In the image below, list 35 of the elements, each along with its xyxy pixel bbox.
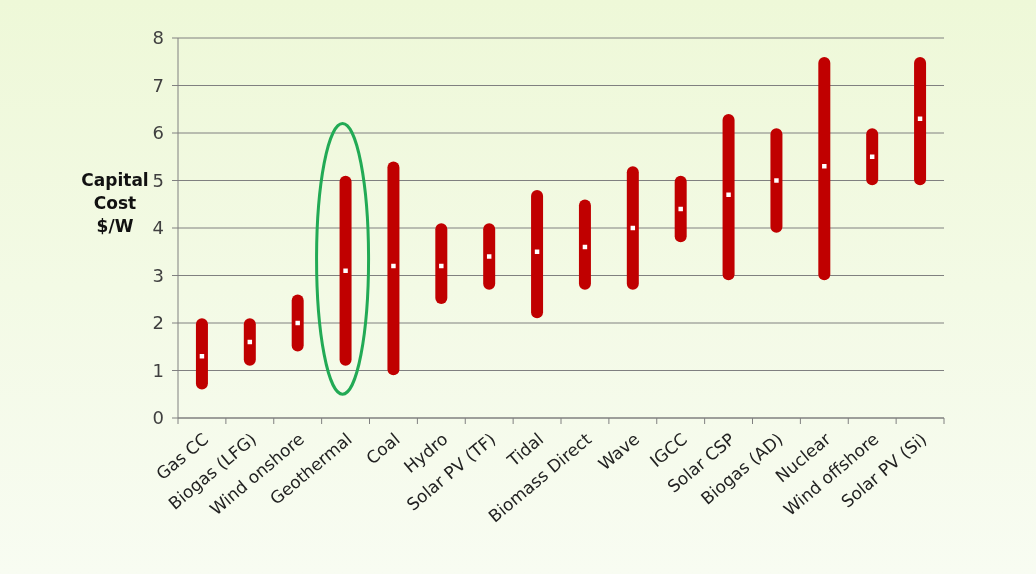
y-tick-label: 2 [152, 312, 164, 334]
bar [866, 128, 879, 186]
point [391, 263, 396, 269]
point [486, 254, 492, 259]
bar [339, 175, 352, 366]
bar [387, 161, 400, 376]
bar [483, 223, 496, 290]
y-axis-title: Capital Cost $/W [81, 170, 149, 236]
bar [770, 128, 783, 233]
bar [243, 318, 256, 366]
bar [435, 223, 448, 304]
y-tick-label: 7 [152, 74, 164, 96]
bar [914, 57, 927, 186]
bar [195, 318, 208, 390]
point [343, 268, 348, 273]
y-tick-label: 0 [152, 407, 164, 429]
bar [531, 190, 544, 319]
y-tick-label: 3 [152, 264, 164, 286]
y-tick-label: 1 [152, 359, 164, 381]
bar [818, 57, 831, 281]
point [774, 178, 779, 183]
bar [674, 175, 687, 243]
y-tick-label: 6 [152, 122, 164, 144]
bar [291, 294, 304, 352]
y-tick-label: 4 [152, 217, 164, 239]
point [822, 164, 827, 169]
y-tick-label: 5 [152, 169, 164, 191]
bar [578, 199, 591, 290]
bar [722, 114, 735, 281]
y-tick-label: 8 [152, 27, 164, 49]
point [439, 263, 444, 269]
point [295, 320, 300, 326]
point [678, 206, 683, 212]
point [726, 192, 731, 197]
bar [626, 166, 639, 290]
